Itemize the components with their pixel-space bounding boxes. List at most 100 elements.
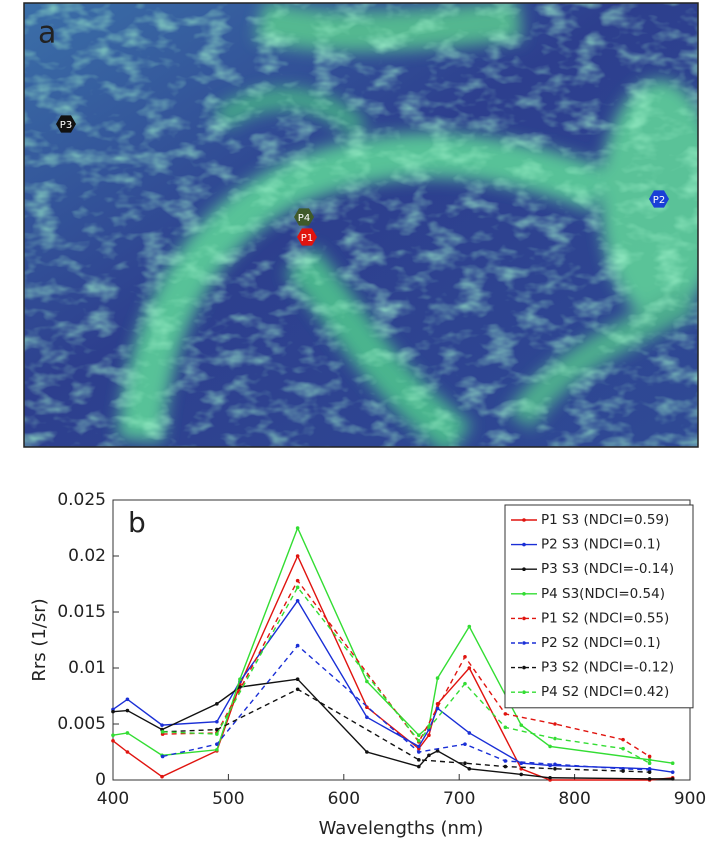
data-point <box>215 727 219 732</box>
data-point <box>467 666 472 670</box>
data-point <box>435 749 440 753</box>
point-label: P1 <box>301 233 313 244</box>
data-point <box>215 702 219 706</box>
legend-marker <box>522 616 526 621</box>
data-point <box>463 761 467 765</box>
x-tick-label: 600 <box>328 789 360 809</box>
data-point <box>463 742 467 746</box>
point-marker <box>649 190 669 208</box>
data-point <box>295 554 300 558</box>
legend-label: P2 S3 (NDCI=0.1) <box>541 537 661 553</box>
data-point <box>160 730 165 734</box>
y-tick-label: 0.02 <box>68 546 106 566</box>
data-point <box>238 685 242 689</box>
data-point <box>111 739 115 743</box>
data-point <box>111 733 115 737</box>
data-point <box>463 655 467 659</box>
data-point <box>519 723 524 727</box>
point-marker <box>294 208 314 226</box>
data-point <box>553 767 557 771</box>
legend-marker <box>522 665 526 670</box>
y-tick-label: 0.015 <box>57 602 106 622</box>
y-tick-label: 0 <box>95 770 106 790</box>
data-point <box>553 736 557 741</box>
data-point <box>417 739 421 743</box>
data-point <box>295 687 300 692</box>
data-point <box>295 677 300 681</box>
data-point <box>503 712 508 716</box>
legend-marker <box>522 567 526 571</box>
legend-marker <box>522 542 526 547</box>
point-label: P2 <box>653 195 665 206</box>
data-point <box>238 677 242 681</box>
data-point <box>463 681 467 686</box>
point-marker <box>297 228 317 246</box>
legend-marker <box>522 641 526 645</box>
series-line <box>162 688 650 773</box>
legend-label: P2 S2 (NDCI=0.1) <box>541 635 661 651</box>
data-point <box>647 777 652 781</box>
y-tick-label: 0.025 <box>57 490 106 510</box>
data-point <box>160 774 164 779</box>
data-point <box>427 753 431 758</box>
data-point <box>621 737 625 742</box>
data-point <box>435 676 440 680</box>
data-point <box>467 767 472 771</box>
panel-label: b <box>128 506 146 539</box>
point-label: P4 <box>298 213 310 224</box>
y-tick-label: 0.005 <box>57 714 106 734</box>
legend-marker <box>522 690 526 694</box>
data-point <box>160 754 165 759</box>
data-point <box>295 643 300 648</box>
data-point <box>670 770 675 774</box>
data-point <box>503 764 508 769</box>
x-tick-label: 900 <box>674 789 706 809</box>
data-point <box>548 744 552 749</box>
data-point <box>417 733 421 737</box>
x-tick-label: 800 <box>558 789 590 809</box>
y-tick-label: 0.01 <box>68 658 106 678</box>
data-point <box>295 578 300 583</box>
point-label: P3 <box>60 120 72 131</box>
data-point <box>295 526 300 530</box>
legend-box <box>504 504 694 709</box>
data-point <box>295 585 300 590</box>
legend-label: P1 S3 (NDCI=0.59) <box>541 512 669 528</box>
data-point <box>125 697 130 702</box>
satellite-image <box>24 3 698 447</box>
data-point <box>670 761 675 765</box>
data-point <box>647 761 652 765</box>
data-point <box>621 746 625 751</box>
x-tick-label: 500 <box>212 789 244 809</box>
data-point <box>125 750 130 754</box>
data-point <box>111 709 115 714</box>
data-point <box>519 772 524 777</box>
data-point <box>417 764 421 769</box>
data-point <box>647 770 652 774</box>
legend-label: P4 S2 (NDCI=0.42) <box>541 684 669 700</box>
legend-label: P3 S2 (NDCI=-0.12) <box>541 660 674 676</box>
legend-label: P1 S2 (NDCI=0.55) <box>541 610 669 626</box>
data-point <box>503 759 508 763</box>
data-point <box>621 769 625 773</box>
data-point <box>647 754 652 759</box>
data-point <box>125 708 130 713</box>
data-point <box>295 599 300 603</box>
y-axis-label: Rrs (1/sr) <box>29 598 50 681</box>
x-tick-label: 400 <box>97 789 129 809</box>
x-tick-label: 700 <box>443 789 475 809</box>
data-point <box>467 731 472 735</box>
data-point <box>417 750 421 754</box>
legend-label: P4 S3(NDCI=0.54) <box>541 586 665 602</box>
data-point <box>215 719 219 724</box>
data-point <box>670 777 675 781</box>
data-point <box>365 715 369 720</box>
legend-label: P3 S3 (NDCI=-0.14) <box>541 561 674 577</box>
data-point <box>215 747 219 752</box>
data-point <box>417 744 421 749</box>
data-point <box>647 758 652 762</box>
data-point <box>435 706 440 711</box>
image-frame <box>23 2 699 448</box>
